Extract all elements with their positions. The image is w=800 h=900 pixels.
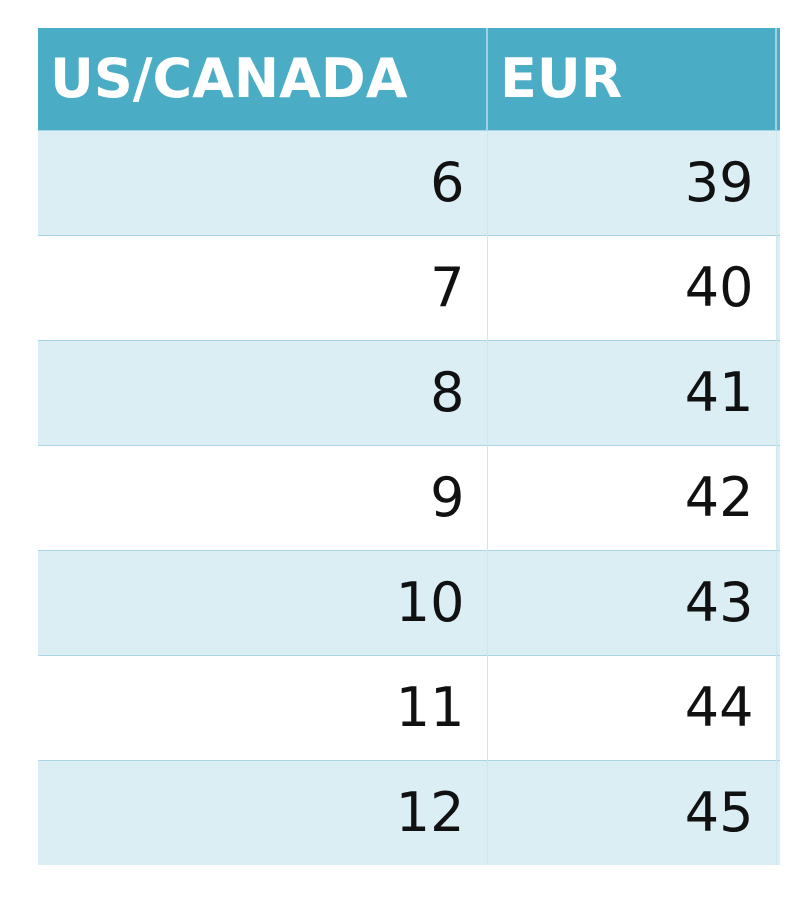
- row-edge: [776, 444, 780, 550]
- table-cell: 42: [487, 444, 777, 550]
- table-cell: 11: [38, 654, 488, 760]
- table-row: 7 40: [38, 234, 780, 340]
- table-cell: 12: [38, 759, 488, 865]
- table-cell: 44: [487, 654, 777, 760]
- table-container: US/CANADA EUR 6 39 7 40 8 41 9 42 10 43 11 44 12 45: [38, 28, 780, 865]
- table-cell: 6: [38, 129, 488, 235]
- row-edge: [776, 129, 780, 235]
- row-edge: [776, 549, 780, 655]
- table-cell: 9: [38, 444, 488, 550]
- table-row: 9 42: [38, 444, 780, 550]
- header-cell: EUR: [487, 28, 777, 130]
- table-cell: 10: [38, 549, 488, 655]
- table-cell: 7: [38, 234, 488, 340]
- table-row: 12 45: [38, 759, 780, 865]
- header-row: US/CANADA EUR: [38, 28, 780, 130]
- header-cell: US/CANADA: [38, 28, 488, 130]
- table-cell: 39: [487, 129, 777, 235]
- row-edge: [776, 759, 780, 865]
- table-row: 6 39: [38, 129, 780, 235]
- size-table: US/CANADA EUR 6 39 7 40 8 41 9 42 10 43 11 44 12 45: [38, 28, 780, 865]
- row-edge: [776, 234, 780, 340]
- table-cell: 41: [487, 339, 777, 445]
- table-cell: 45: [487, 759, 777, 865]
- table-cell: 40: [487, 234, 777, 340]
- table-cell: 43: [487, 549, 777, 655]
- table-row: 10 43: [38, 549, 780, 655]
- header-edge: [776, 28, 780, 130]
- row-edge: [776, 339, 780, 445]
- table-row: 11 44: [38, 654, 780, 760]
- row-edge: [776, 654, 780, 760]
- table-row: 8 41: [38, 339, 780, 445]
- table-cell: 8: [38, 339, 488, 445]
